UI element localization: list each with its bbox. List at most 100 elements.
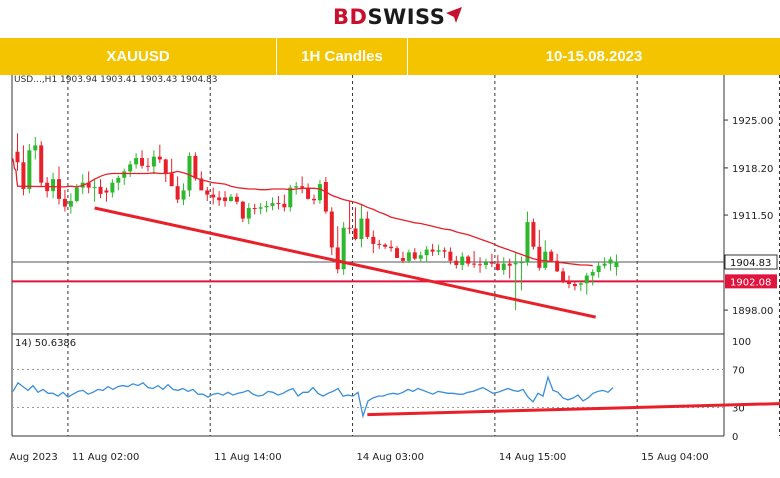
ohlc-header: USD...,H1 1903.94 1903.41 1903.43 1904.8… <box>14 75 217 85</box>
candle-bearish <box>400 257 405 261</box>
candle-bearish <box>300 186 305 188</box>
support-level-tag <box>725 274 777 289</box>
candle-bearish <box>98 186 103 194</box>
rsi-level-label: 0 <box>732 432 738 443</box>
candle-bullish <box>590 272 595 276</box>
candle-bearish <box>86 182 91 188</box>
candle-bullish <box>341 227 346 270</box>
candle-bearish <box>62 198 67 207</box>
candle-bearish <box>377 243 382 245</box>
candle-bearish <box>329 211 334 248</box>
candle-bearish <box>234 196 239 202</box>
rsi-level-label: 30 <box>732 404 745 415</box>
candle-bearish <box>489 262 494 264</box>
candle-bearish <box>507 263 512 266</box>
candle-bearish <box>39 145 44 183</box>
time-axis-label: 15 Aug 04:00 <box>641 452 708 463</box>
brand-logo: BDSWISS <box>333 5 445 29</box>
rsi-level-label: 70 <box>732 366 745 377</box>
price-overlays <box>12 158 596 319</box>
candle-bearish <box>252 208 257 210</box>
candle-bullish <box>151 156 156 167</box>
candle-bullish <box>27 150 32 190</box>
brand-name-part1: BD <box>333 5 368 29</box>
candle-bullish <box>525 222 530 263</box>
candle-bullish <box>608 259 613 264</box>
candle-bearish <box>205 190 210 195</box>
rsi-panel: 100 70 30 0 <box>12 337 780 443</box>
candle-bearish <box>566 281 571 285</box>
time-axis-label: 14 Aug 03:00 <box>357 452 424 463</box>
candle-bearish <box>282 203 287 208</box>
candle-bearish <box>466 256 471 264</box>
chart-background <box>0 75 780 478</box>
candle-bearish <box>15 151 20 163</box>
candle-bullish <box>483 262 488 266</box>
candle-bearish <box>454 260 459 266</box>
candle-bullish <box>602 263 607 266</box>
banner-divider <box>407 38 408 75</box>
price-tick-label: 1898.00 <box>732 306 773 317</box>
candle-bullish <box>74 187 79 201</box>
candle-bearish <box>495 263 500 270</box>
candle-bullish <box>92 186 97 188</box>
candle-bullish <box>288 187 293 208</box>
banner-divider <box>276 38 277 75</box>
candle-bullish <box>578 283 583 285</box>
candle-bearish <box>323 181 328 212</box>
candle-bullish <box>519 262 524 264</box>
candle-bullish <box>246 208 251 219</box>
candle-bearish <box>371 236 376 244</box>
candle-bullish <box>258 207 263 209</box>
candle-bearish <box>140 158 145 166</box>
candle-bullish <box>543 251 548 268</box>
price-panel: 1925.00 1918.20 1911.50 1898.00 1904.83 1902.… <box>12 116 778 317</box>
candle-bearish <box>57 179 62 199</box>
candle-bearish <box>163 159 168 174</box>
candle-bearish <box>347 227 352 229</box>
candle-bearish <box>365 218 370 237</box>
candle-bearish <box>395 248 400 258</box>
candle-bullish <box>181 190 186 200</box>
candle-bullish <box>264 205 269 208</box>
candle-bullish <box>134 158 139 165</box>
brand-arrow-icon <box>446 7 462 23</box>
brand-header: BDSWISS <box>0 0 780 38</box>
time-axis-label: 14 Aug 15:00 <box>499 452 566 463</box>
candle-bullish <box>68 200 73 207</box>
candle-bearish <box>223 197 228 201</box>
candle-bearish <box>211 194 216 198</box>
rsi-ascending-trendline <box>367 402 780 417</box>
candle-bearish <box>353 228 358 239</box>
candle-bearish <box>561 271 566 282</box>
candle-bearish <box>537 246 542 268</box>
candle-bearish <box>169 173 174 187</box>
brand-name-part2: SWISS <box>367 5 446 29</box>
candle-bullish <box>228 196 233 201</box>
candle-bullish <box>51 179 56 192</box>
price-tick-label: 1918.20 <box>732 164 773 175</box>
time-axis: Aug 2023 11 Aug 02:00 11 Aug 14:00 14 Aug 0… <box>10 452 709 463</box>
current-price-tag <box>724 254 778 270</box>
rsi-indicator-label: 14) 50.6386 <box>15 338 76 349</box>
candle-bearish <box>217 197 222 201</box>
current-price-label: 1904.83 <box>730 258 771 269</box>
rsi-level-label: 100 <box>732 337 751 348</box>
candle-bearish <box>240 201 245 219</box>
date-range-label: 10-15.08.2023 <box>545 48 643 65</box>
candle-bullish <box>110 182 115 193</box>
instrument-label: XAUUSD <box>106 48 170 65</box>
candle-bearish <box>572 284 577 287</box>
candle-bearish <box>448 251 453 261</box>
candle-bearish <box>276 203 281 205</box>
candle-bearish <box>555 260 560 272</box>
candle-bearish <box>531 222 536 247</box>
price-tick-label: 1911.50 <box>732 211 773 222</box>
candle-bearish <box>104 190 109 193</box>
candle-bearish <box>549 251 554 261</box>
candle-bearish <box>389 246 394 249</box>
candle-bullish <box>187 155 192 191</box>
rsi-line <box>12 374 614 419</box>
candle-bullish <box>122 171 127 178</box>
candle-bearish <box>335 247 340 270</box>
